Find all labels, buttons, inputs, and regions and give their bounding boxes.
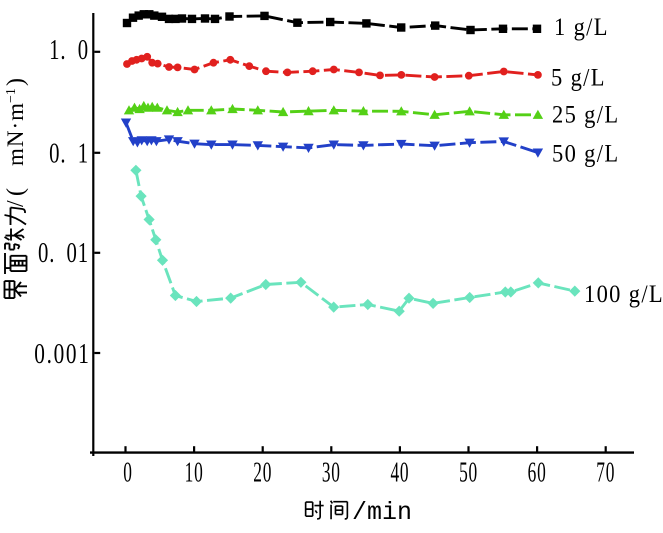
svg-text:50: 50 (459, 457, 478, 488)
svg-text:0.001: 0.001 (34, 339, 90, 369)
svg-text:/min: /min (352, 498, 412, 527)
svg-text:/: / (3, 200, 29, 207)
svg-text:70: 70 (596, 457, 615, 488)
svg-text:40: 40 (390, 457, 409, 488)
svg-text:(: ( (3, 188, 29, 196)
svg-text:0. 1: 0. 1 (49, 139, 89, 170)
svg-text:1 g/L: 1 g/L (554, 14, 609, 41)
svg-text:25 g/L: 25 g/L (552, 101, 619, 128)
svg-text:1. 0: 1. 0 (49, 35, 89, 66)
svg-text:10: 10 (185, 457, 204, 488)
svg-text:100 g/L: 100 g/L (584, 281, 663, 308)
svg-text:50 g/L: 50 g/L (552, 141, 619, 168)
svg-text:5 g/L: 5 g/L (551, 64, 606, 91)
svg-text:0: 0 (123, 457, 132, 488)
svg-text:0. 01: 0. 01 (38, 238, 89, 269)
svg-text:): ) (3, 78, 29, 86)
svg-text:−1: −1 (4, 88, 19, 103)
svg-text:mN·m: mN·m (3, 102, 28, 166)
svg-text:20: 20 (253, 457, 272, 488)
svg-text:60: 60 (528, 457, 547, 488)
svg-text:30: 30 (322, 457, 341, 488)
